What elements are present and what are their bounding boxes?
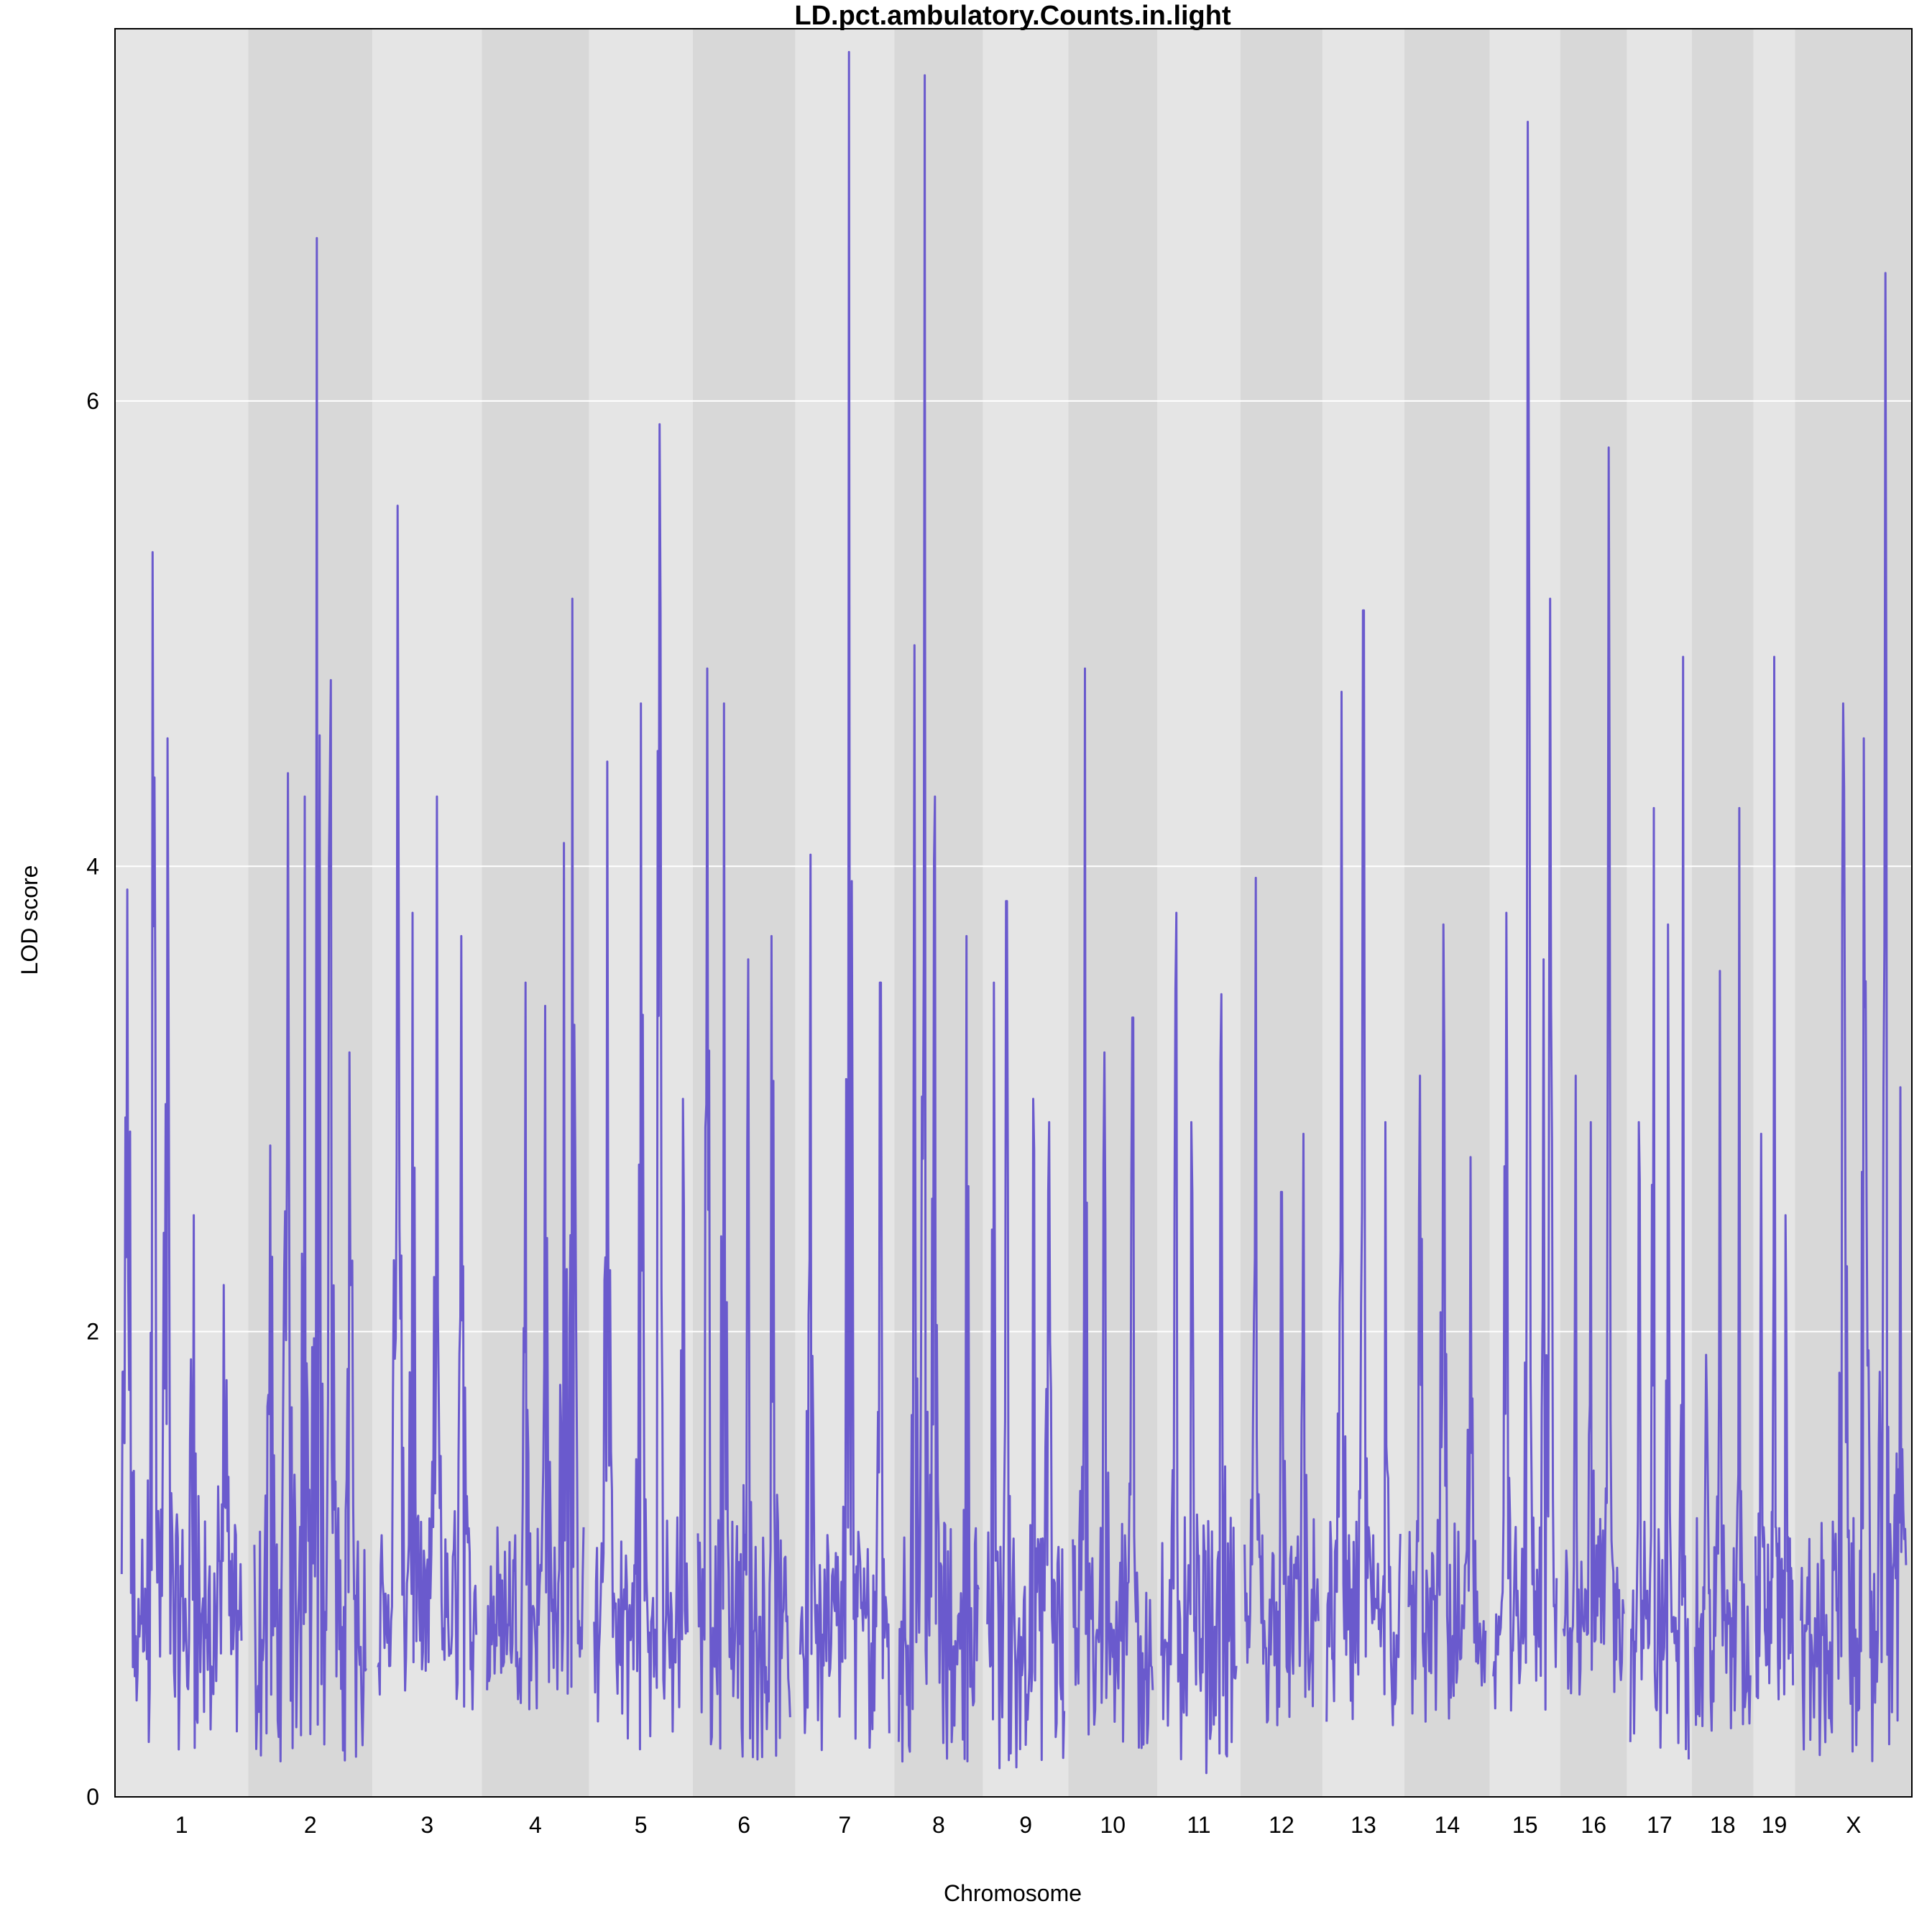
band-chr-11 — [1157, 29, 1241, 1797]
lod-line-chr-5 — [593, 423, 689, 1751]
band-chr-X — [1795, 29, 1912, 1797]
lod-line-chr-6 — [696, 667, 791, 1761]
x-tick-chr-12: 12 — [1269, 1812, 1294, 1838]
x-tick-chr-17: 17 — [1647, 1812, 1673, 1838]
lod-line-chr-2 — [253, 236, 367, 1762]
x-tick-chr-18: 18 — [1710, 1812, 1736, 1838]
lod-line-chr-16 — [1562, 446, 1625, 1696]
lod-line-chr-X — [1800, 272, 1908, 1762]
lod-line-chr-13 — [1325, 609, 1402, 1726]
lod-line-chr-1 — [120, 551, 243, 1751]
x-tick-chr-13: 13 — [1351, 1812, 1376, 1838]
lod-line-chr-15 — [1492, 121, 1558, 1712]
lod-line-chr-7 — [799, 50, 891, 1752]
y-tick-4: 4 — [86, 853, 99, 879]
x-tick-labels: 1 2 3 4 5 6 7 8 9 10 11 12 13 14 15 16 17 18 19 X — [175, 1812, 1862, 1838]
x-tick-chr-1: 1 — [175, 1812, 188, 1838]
x-tick-chr-X: X — [1846, 1812, 1861, 1838]
x-axis-label: Chromosome — [944, 1880, 1082, 1906]
lod-line-chr-19 — [1754, 656, 1795, 1701]
band-chr-18 — [1692, 29, 1754, 1797]
chromosome-bands — [115, 29, 1912, 1797]
x-tick-chr-3: 3 — [420, 1812, 433, 1838]
band-chr-9 — [983, 29, 1069, 1797]
x-tick-chr-19: 19 — [1762, 1812, 1788, 1838]
lod-line-chr-14 — [1407, 923, 1487, 1723]
lod-line-chr-4 — [486, 597, 585, 1711]
lod-line-chr-12 — [1243, 876, 1320, 1726]
lod-line-chr-18 — [1693, 806, 1752, 1732]
x-tick-chr-2: 2 — [304, 1812, 317, 1838]
y-tick-0: 0 — [86, 1784, 99, 1810]
lod-line-chr-10 — [1072, 667, 1154, 1749]
x-tick-chr-5: 5 — [635, 1812, 648, 1838]
chart-title: LD.pct.ambulatory.Counts.in.light — [794, 1, 1231, 31]
lod-line-chr-11 — [1160, 911, 1238, 1775]
lod-line-chr-9 — [986, 900, 1066, 1770]
x-tick-chr-4: 4 — [529, 1812, 542, 1838]
x-tick-chr-8: 8 — [932, 1812, 945, 1838]
x-tick-chr-9: 9 — [1019, 1812, 1032, 1838]
x-tick-chr-14: 14 — [1435, 1812, 1460, 1838]
x-tick-chr-7: 7 — [838, 1812, 851, 1838]
lod-line-chr-8 — [897, 74, 980, 1763]
y-tick-6: 6 — [86, 388, 99, 414]
lod-line-chr-3 — [377, 505, 478, 1711]
y-axis-label: LOD score — [17, 865, 42, 975]
x-tick-chr-10: 10 — [1100, 1812, 1126, 1838]
x-tick-chr-11: 11 — [1187, 1812, 1210, 1838]
y-tick-labels: 0 2 4 6 — [86, 388, 99, 1810]
lod-line-chr-17 — [1629, 656, 1690, 1760]
lod-series — [120, 50, 1908, 1775]
plot-frame — [114, 28, 1913, 1798]
x-tick-chr-16: 16 — [1581, 1812, 1606, 1838]
y-tick-2: 2 — [86, 1319, 99, 1345]
band-chr-12 — [1240, 29, 1322, 1797]
x-tick-chr-6: 6 — [737, 1812, 750, 1838]
x-tick-chr-15: 15 — [1512, 1812, 1538, 1838]
